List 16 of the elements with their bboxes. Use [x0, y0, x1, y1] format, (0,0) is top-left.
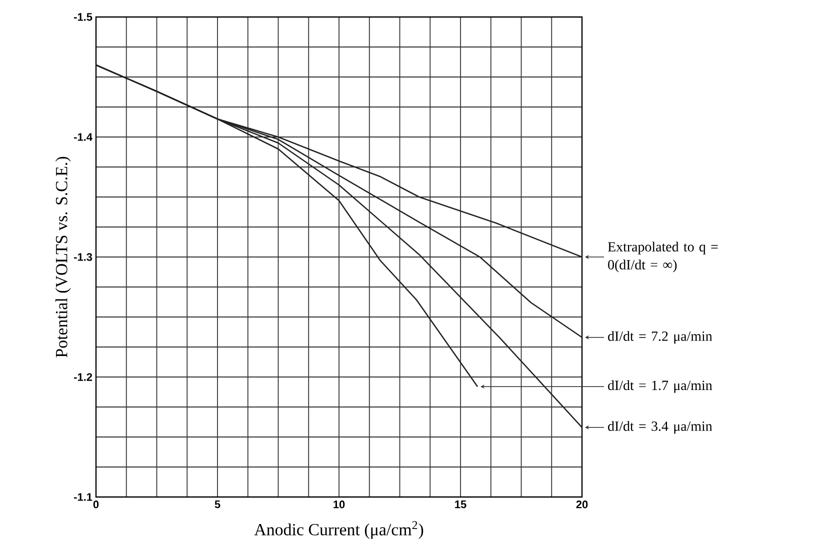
x-axis-title: Anodic Current (μa/cm$^{2}$) [254, 521, 424, 539]
text: dI/dt = 1.7 μa/min [608, 380, 712, 393]
x-tick-label: 0 [93, 500, 99, 508]
y-tick-label: -1.2 [74, 373, 92, 381]
x-tick-label: 20 [576, 500, 588, 508]
legend-label: dI/dt = 7.2 μa/min [608, 331, 712, 344]
x-tick-label: 5 [214, 500, 220, 508]
legend-label: dI/dt = 3.4 μa/min [608, 421, 712, 434]
y-axis-title: Potential (VOLTS vs. S.C.E.) [55, 156, 71, 358]
x-tick-label: 10 [334, 500, 345, 508]
x-tick-label: 15 [455, 500, 466, 508]
y-tick-label: -1.3 [74, 253, 92, 261]
legend-label: Extrapolated to q = 0(dI/dt = ∞) [608, 242, 718, 272]
y-tick-label: -1.5 [74, 13, 92, 21]
y-tick-label: -1.1 [74, 493, 92, 501]
y-tick-label: -1.4 [74, 133, 92, 141]
